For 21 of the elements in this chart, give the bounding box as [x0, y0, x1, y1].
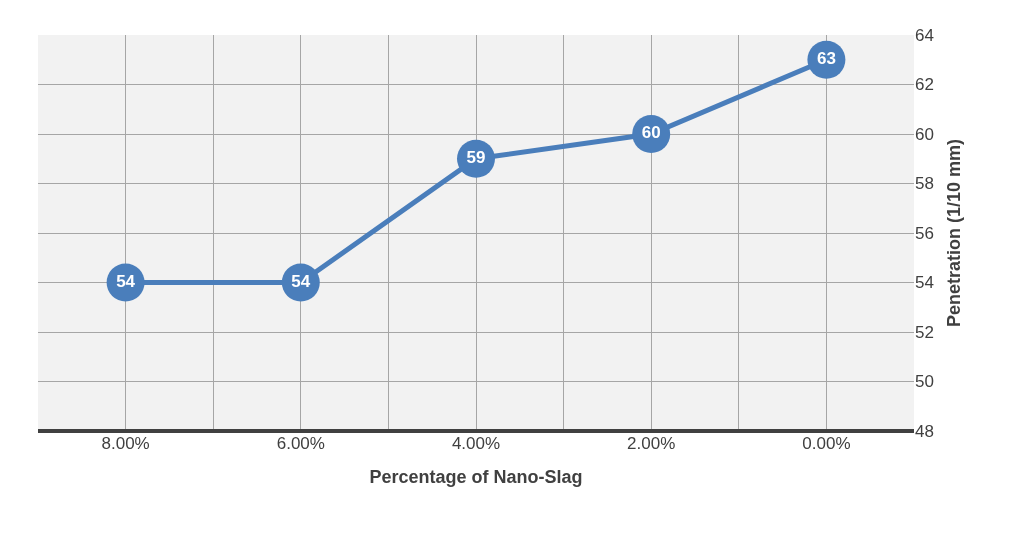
data-label: 60	[641, 123, 661, 143]
data-label: 54	[116, 271, 136, 291]
x-tick-label: 8.00%	[101, 434, 150, 453]
data-label: 63	[816, 49, 836, 68]
y-tick-label: 50	[915, 372, 934, 392]
y-tick-label: 60	[915, 124, 934, 144]
x-tick-label: 4.00%	[451, 434, 501, 453]
x-tick-label: 2.00%	[627, 434, 676, 453]
x-tick-label: 6.00%	[276, 434, 325, 453]
y-tick-label: 48	[915, 421, 934, 441]
data-label: 59	[466, 148, 486, 167]
y-tick-label: 64	[915, 25, 934, 45]
y-tick-label: 52	[915, 322, 934, 342]
y-tick-label: 62	[915, 75, 934, 95]
y-tick-label: 54	[915, 273, 934, 293]
y-tick-label: 56	[915, 223, 934, 243]
x-axis-title: Percentage of Nano-Slag	[369, 467, 583, 488]
x-tick-label: 0.00%	[802, 434, 851, 453]
y-tick-label: 58	[915, 174, 934, 194]
y-axis-title: Penetration (1/10 mm)	[944, 138, 965, 328]
data-label: 54	[291, 271, 311, 291]
